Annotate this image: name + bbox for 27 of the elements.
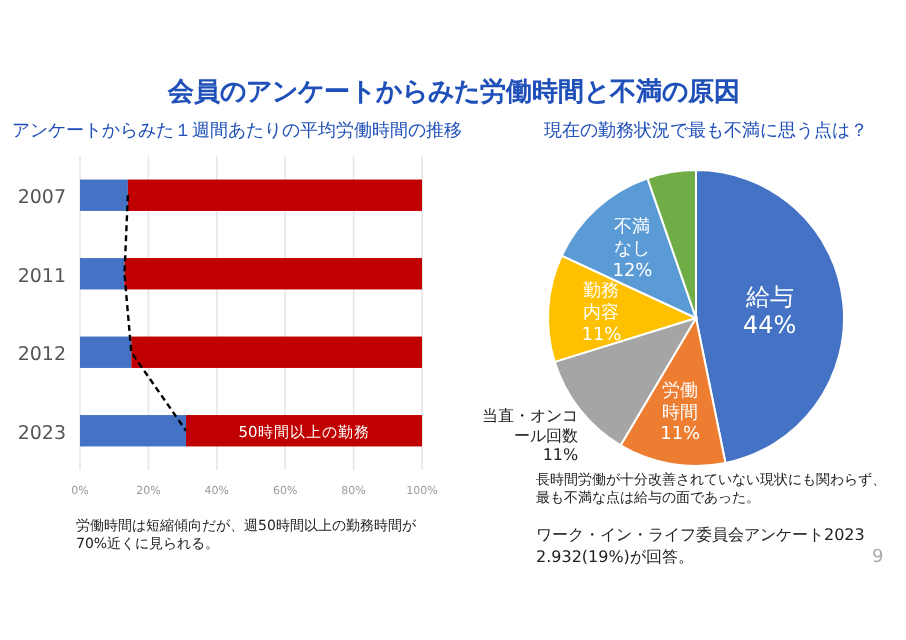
- y-tick-label: 2012: [17, 344, 66, 367]
- data-label: 12%: [612, 261, 654, 282]
- y-tick-label: 2011: [17, 265, 66, 288]
- text: 9: [872, 548, 886, 568]
- y-tick-label: 2007: [17, 187, 66, 210]
- data-label: 11%: [542, 445, 580, 464]
- slice-label: 給与: [743, 282, 794, 311]
- chart-title: 会員のアンケートからみた労働時間と不満の原因: [166, 76, 740, 108]
- chart-subtitle: アンケートからみた１週間あたりの平均労働時間の推移: [12, 120, 462, 142]
- slice-label: 不満なし: [614, 216, 651, 261]
- bar: [80, 415, 187, 447]
- bar: [80, 336, 132, 368]
- data-label: 44%: [742, 311, 797, 340]
- text: 2.932(19%)が回答。: [536, 548, 694, 566]
- data-label: 11%: [660, 425, 702, 446]
- bar: [80, 179, 128, 211]
- bar: [124, 258, 422, 290]
- slice-label: 勤務内容: [583, 280, 620, 324]
- text: ワーク・イン・ライフ委員会アンケート2023: [536, 526, 867, 546]
- slice-label: 当直・オンコール回数: [482, 407, 579, 445]
- chart-title: 現在の勤務状況で最も不満に思う点は？: [544, 120, 868, 142]
- y-tick-label: 2023: [17, 422, 66, 445]
- slice-label: 労働時間: [662, 380, 699, 424]
- bar: [127, 179, 422, 211]
- bar: [80, 258, 125, 290]
- bar: [131, 336, 422, 368]
- data-label: 11%: [581, 325, 623, 346]
